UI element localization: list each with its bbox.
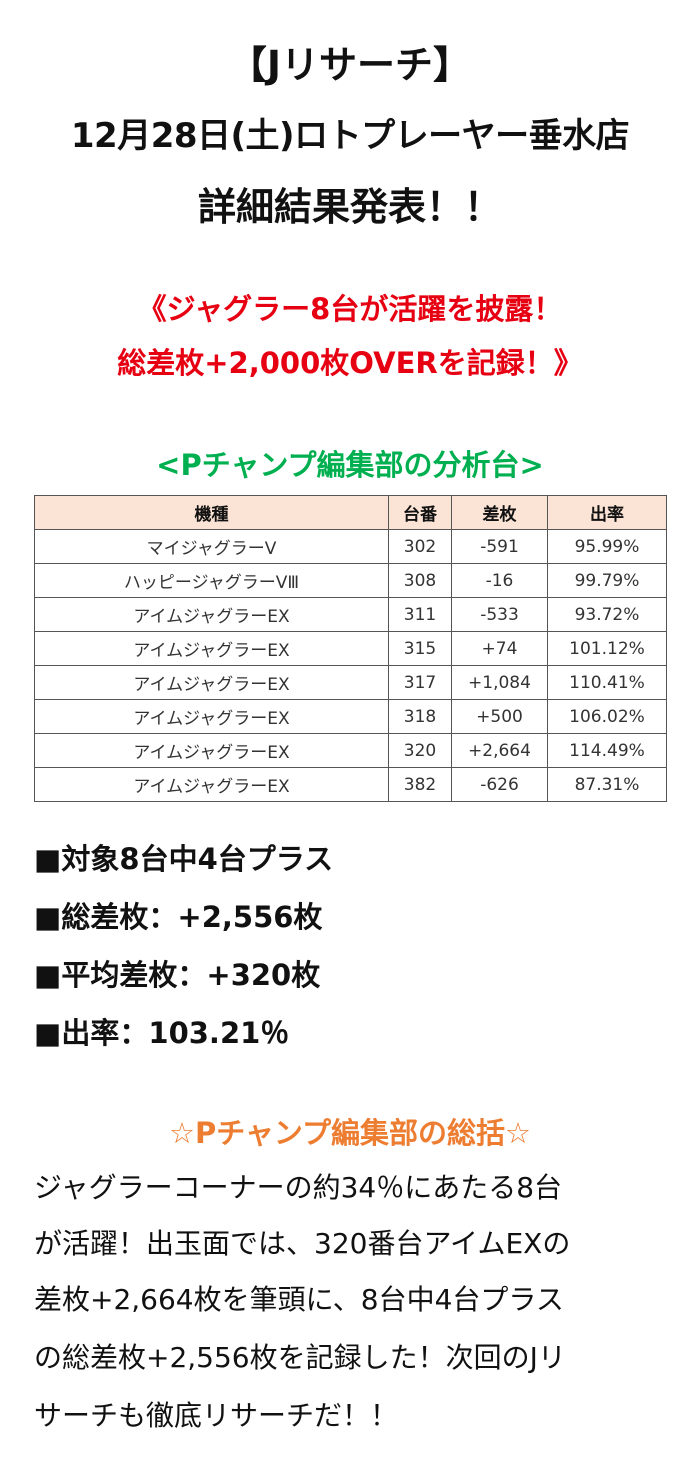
table-row: マイジャグラーV 302 -591 95.99% <box>34 529 667 564</box>
cell-unit: 315 <box>388 631 452 666</box>
summary-average-diff: ■平均差枚：+320枚 <box>34 958 321 992</box>
cell-unit: 311 <box>388 597 452 632</box>
analysis-section-title: <Pチャンプ編集部の分析台> <box>156 448 544 482</box>
header-model: 機種 <box>34 495 389 530</box>
table-row: アイムジャグラーEX 311 -533 93.72% <box>34 597 667 632</box>
header-unit: 台番 <box>388 495 452 530</box>
summary-total-diff: ■総差枚：+2,556枚 <box>34 900 323 934</box>
table-header-row: 機種 台番 差枚 出率 <box>34 495 667 530</box>
cell-rate: 110.41% <box>547 665 667 700</box>
cell-diff: +1,084 <box>451 665 548 700</box>
cell-diff: +74 <box>451 631 548 666</box>
cell-model: アイムジャグラーEX <box>34 631 389 666</box>
cell-rate: 114.49% <box>547 733 667 768</box>
cell-rate: 87.31% <box>547 767 667 802</box>
header-diff: 差枚 <box>451 495 548 530</box>
cell-unit: 302 <box>388 529 452 564</box>
cell-unit: 382 <box>388 767 452 802</box>
table-row: アイムジャグラーEX 320 +2,664 114.49% <box>34 733 667 768</box>
page-title-announcement: 詳細結果発表！！ <box>197 185 502 229</box>
cell-model: アイムジャグラーEX <box>34 665 389 700</box>
cell-diff: -533 <box>451 597 548 632</box>
wrap-up-section-title: ☆Pチャンプ編集部の総括☆ <box>168 1116 532 1150</box>
header-rate: 出率 <box>547 495 667 530</box>
cell-model: アイムジャグラーEX <box>34 767 389 802</box>
cell-diff: -626 <box>451 767 548 802</box>
headline-line-1: 《ジャグラー8台が活躍を披露！ <box>137 292 563 326</box>
cell-rate: 93.72% <box>547 597 667 632</box>
page-title-date-store: 12月28日(土)ロトプレーヤー垂水店 <box>70 116 630 156</box>
page-title-brand: 【Jリサーチ】 <box>228 43 472 87</box>
cell-rate: 106.02% <box>547 699 667 734</box>
wrap-up-body-line-2: が活躍！出玉面では、320番台アイムEXの <box>34 1227 571 1260</box>
cell-model: ハッピージャグラーVⅢ <box>34 563 389 598</box>
summary-plus-count: ■対象8台中4台プラス <box>34 842 334 876</box>
cell-unit: 318 <box>388 699 452 734</box>
cell-rate: 99.79% <box>547 563 667 598</box>
cell-model: アイムジャグラーEX <box>34 699 389 734</box>
cell-diff: +500 <box>451 699 548 734</box>
table-row: アイムジャグラーEX 315 +74 101.12% <box>34 631 667 666</box>
cell-rate: 101.12% <box>547 631 667 666</box>
cell-model: アイムジャグラーEX <box>34 733 389 768</box>
summary-payout-rate: ■出率：103.21％ <box>34 1016 290 1050</box>
wrap-up-body-line-3: 差枚+2,664枚を筆頭に、8台中4台プラス <box>34 1283 564 1316</box>
cell-unit: 320 <box>388 733 452 768</box>
table-row: アイムジャグラーEX 318 +500 106.02% <box>34 699 667 734</box>
wrap-up-body-line-5: サーチも徹底リサーチだ！！ <box>34 1399 399 1432</box>
cell-model: マイジャグラーV <box>34 529 389 564</box>
cell-unit: 317 <box>388 665 452 700</box>
table-row: アイムジャグラーEX 382 -626 87.31% <box>34 767 667 802</box>
table-row: アイムジャグラーEX 317 +1,084 110.41% <box>34 665 667 700</box>
cell-rate: 95.99% <box>547 529 667 564</box>
results-table: 機種 台番 差枚 出率 マイジャグラーV 302 -591 95.99% ハッピ… <box>34 495 667 802</box>
headline-line-2: 総差枚+2,000枚OVERを記録！》 <box>117 346 583 380</box>
wrap-up-body-line-4: の総差枚+2,556枚を記録した！次回のJリ <box>34 1341 566 1374</box>
wrap-up-body-line-1: ジャグラーコーナーの約34％にあたる8台 <box>34 1171 563 1204</box>
cell-unit: 308 <box>388 563 452 598</box>
cell-diff: +2,664 <box>451 733 548 768</box>
table-row: ハッピージャグラーVⅢ 308 -16 99.79% <box>34 563 667 598</box>
cell-model: アイムジャグラーEX <box>34 597 389 632</box>
cell-diff: -591 <box>451 529 548 564</box>
cell-diff: -16 <box>451 563 548 598</box>
